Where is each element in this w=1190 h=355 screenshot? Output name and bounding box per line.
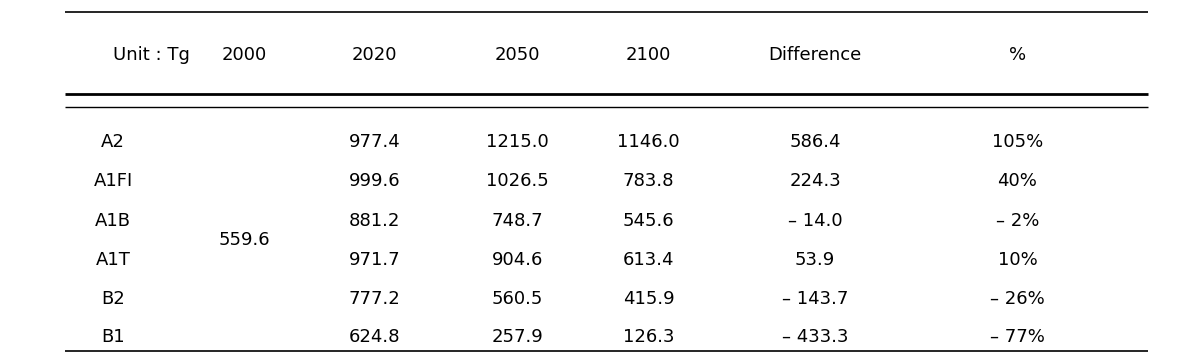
Text: A2: A2 — [101, 133, 125, 151]
Text: – 77%: – 77% — [990, 328, 1045, 346]
Text: 545.6: 545.6 — [622, 212, 675, 230]
Text: 1146.0: 1146.0 — [618, 133, 679, 151]
Text: 977.4: 977.4 — [349, 133, 401, 151]
Text: 560.5: 560.5 — [491, 290, 544, 308]
Text: – 143.7: – 143.7 — [782, 290, 848, 308]
Text: 415.9: 415.9 — [622, 290, 675, 308]
Text: B1: B1 — [101, 328, 125, 346]
Text: 777.2: 777.2 — [349, 290, 401, 308]
Text: 40%: 40% — [997, 172, 1038, 190]
Text: Difference: Difference — [769, 46, 862, 64]
Text: 10%: 10% — [997, 251, 1038, 269]
Text: 1215.0: 1215.0 — [487, 133, 549, 151]
Text: 783.8: 783.8 — [622, 172, 675, 190]
Text: 748.7: 748.7 — [491, 212, 544, 230]
Text: A1B: A1B — [95, 212, 131, 230]
Text: 2000: 2000 — [221, 46, 267, 64]
Text: 53.9: 53.9 — [795, 251, 835, 269]
Text: – 2%: – 2% — [996, 212, 1039, 230]
Text: 126.3: 126.3 — [622, 328, 675, 346]
Text: 624.8: 624.8 — [349, 328, 401, 346]
Text: A1T: A1T — [95, 251, 131, 269]
Text: 971.7: 971.7 — [349, 251, 401, 269]
Text: – 14.0: – 14.0 — [788, 212, 843, 230]
Text: 2020: 2020 — [352, 46, 397, 64]
Text: Unit : Tg: Unit : Tg — [113, 46, 190, 64]
Text: A1FI: A1FI — [94, 172, 132, 190]
Text: 586.4: 586.4 — [789, 133, 841, 151]
Text: 559.6: 559.6 — [218, 231, 270, 249]
Text: 2050: 2050 — [495, 46, 540, 64]
Text: 613.4: 613.4 — [622, 251, 675, 269]
Text: 257.9: 257.9 — [491, 328, 544, 346]
Text: B2: B2 — [101, 290, 125, 308]
Text: – 433.3: – 433.3 — [782, 328, 848, 346]
Text: 999.6: 999.6 — [349, 172, 401, 190]
Text: 105%: 105% — [991, 133, 1044, 151]
Text: 1026.5: 1026.5 — [487, 172, 549, 190]
Text: 904.6: 904.6 — [491, 251, 544, 269]
Text: 881.2: 881.2 — [349, 212, 401, 230]
Text: 2100: 2100 — [626, 46, 671, 64]
Text: %: % — [1009, 46, 1026, 64]
Text: – 26%: – 26% — [990, 290, 1045, 308]
Text: 224.3: 224.3 — [789, 172, 841, 190]
